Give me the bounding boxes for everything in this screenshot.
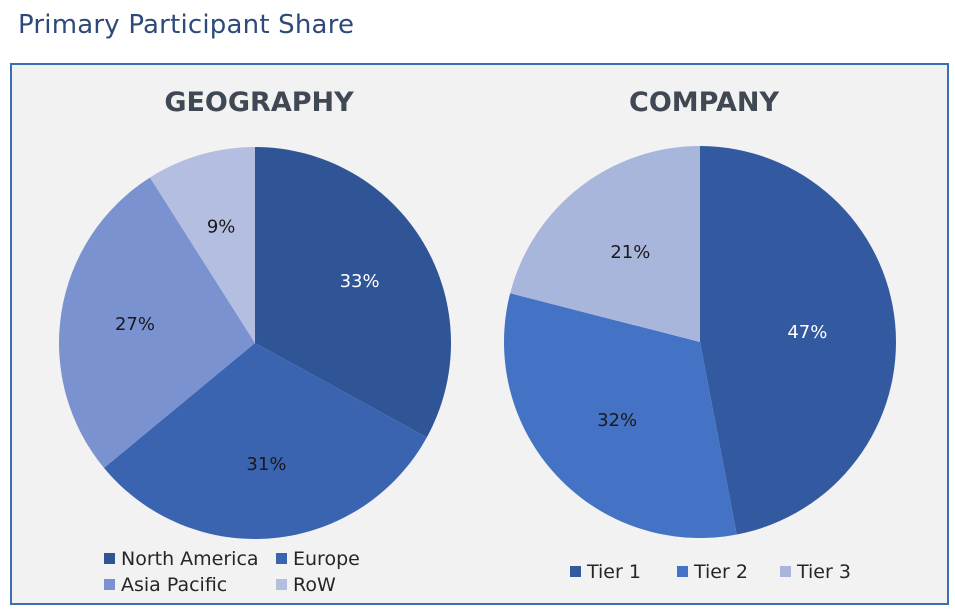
company-chart: COMPANY 47% 32% 21% Tier 1 Tier 2 Tier 3: [503, 87, 896, 583]
slice-label: 31%: [246, 454, 286, 475]
legend-label: Tier 2: [693, 561, 748, 583]
legend-swatch: [276, 579, 287, 590]
legend-label: Asia Pacific: [121, 574, 227, 596]
pie-slices: [503, 146, 896, 538]
legend-label: Tier 1: [586, 561, 641, 583]
legend-label: Europe: [293, 548, 360, 570]
legend-label: Tier 3: [796, 561, 851, 583]
legend-swatch: [276, 553, 287, 564]
legend-label: RoW: [293, 574, 336, 596]
chart-legend: Tier 1 Tier 2 Tier 3: [570, 561, 851, 583]
pie-slice-europe: [103, 343, 427, 539]
slice-label: 33%: [340, 271, 380, 292]
legend-swatch: [780, 566, 791, 577]
pie-slice-tier-1: [700, 146, 896, 535]
pie-slice-row: [149, 147, 255, 343]
slice-label: 21%: [610, 242, 650, 263]
chart-title: COMPANY: [629, 87, 779, 118]
chart-legend: North America Europe Asia Pacific RoW: [104, 548, 360, 596]
legend-swatch: [104, 553, 115, 564]
legend-swatch: [677, 566, 688, 577]
pie-slice-asia-pacific: [58, 177, 255, 468]
legend-swatch: [570, 566, 581, 577]
legend-label: North America: [121, 548, 259, 570]
chart-title: GEOGRAPHY: [164, 87, 354, 118]
slice-label: 9%: [207, 216, 236, 237]
slice-label: 47%: [787, 322, 827, 343]
pie-slice-tier-3: [510, 146, 700, 342]
pie-slice-tier-2: [503, 293, 737, 538]
slice-label: 27%: [115, 314, 155, 335]
slice-labels: 33% 31% 27% 9%: [115, 216, 380, 475]
legend-swatch: [104, 579, 115, 590]
geography-chart: GEOGRAPHY 33% 31% 27% 9% North America Europ…: [58, 87, 451, 596]
page-title: Primary Participant Share: [18, 10, 355, 40]
slice-label: 32%: [597, 410, 637, 431]
pie-slices: [58, 147, 451, 539]
pie-slice-north-america: [255, 147, 451, 438]
slice-labels: 47% 32% 21%: [597, 242, 827, 431]
